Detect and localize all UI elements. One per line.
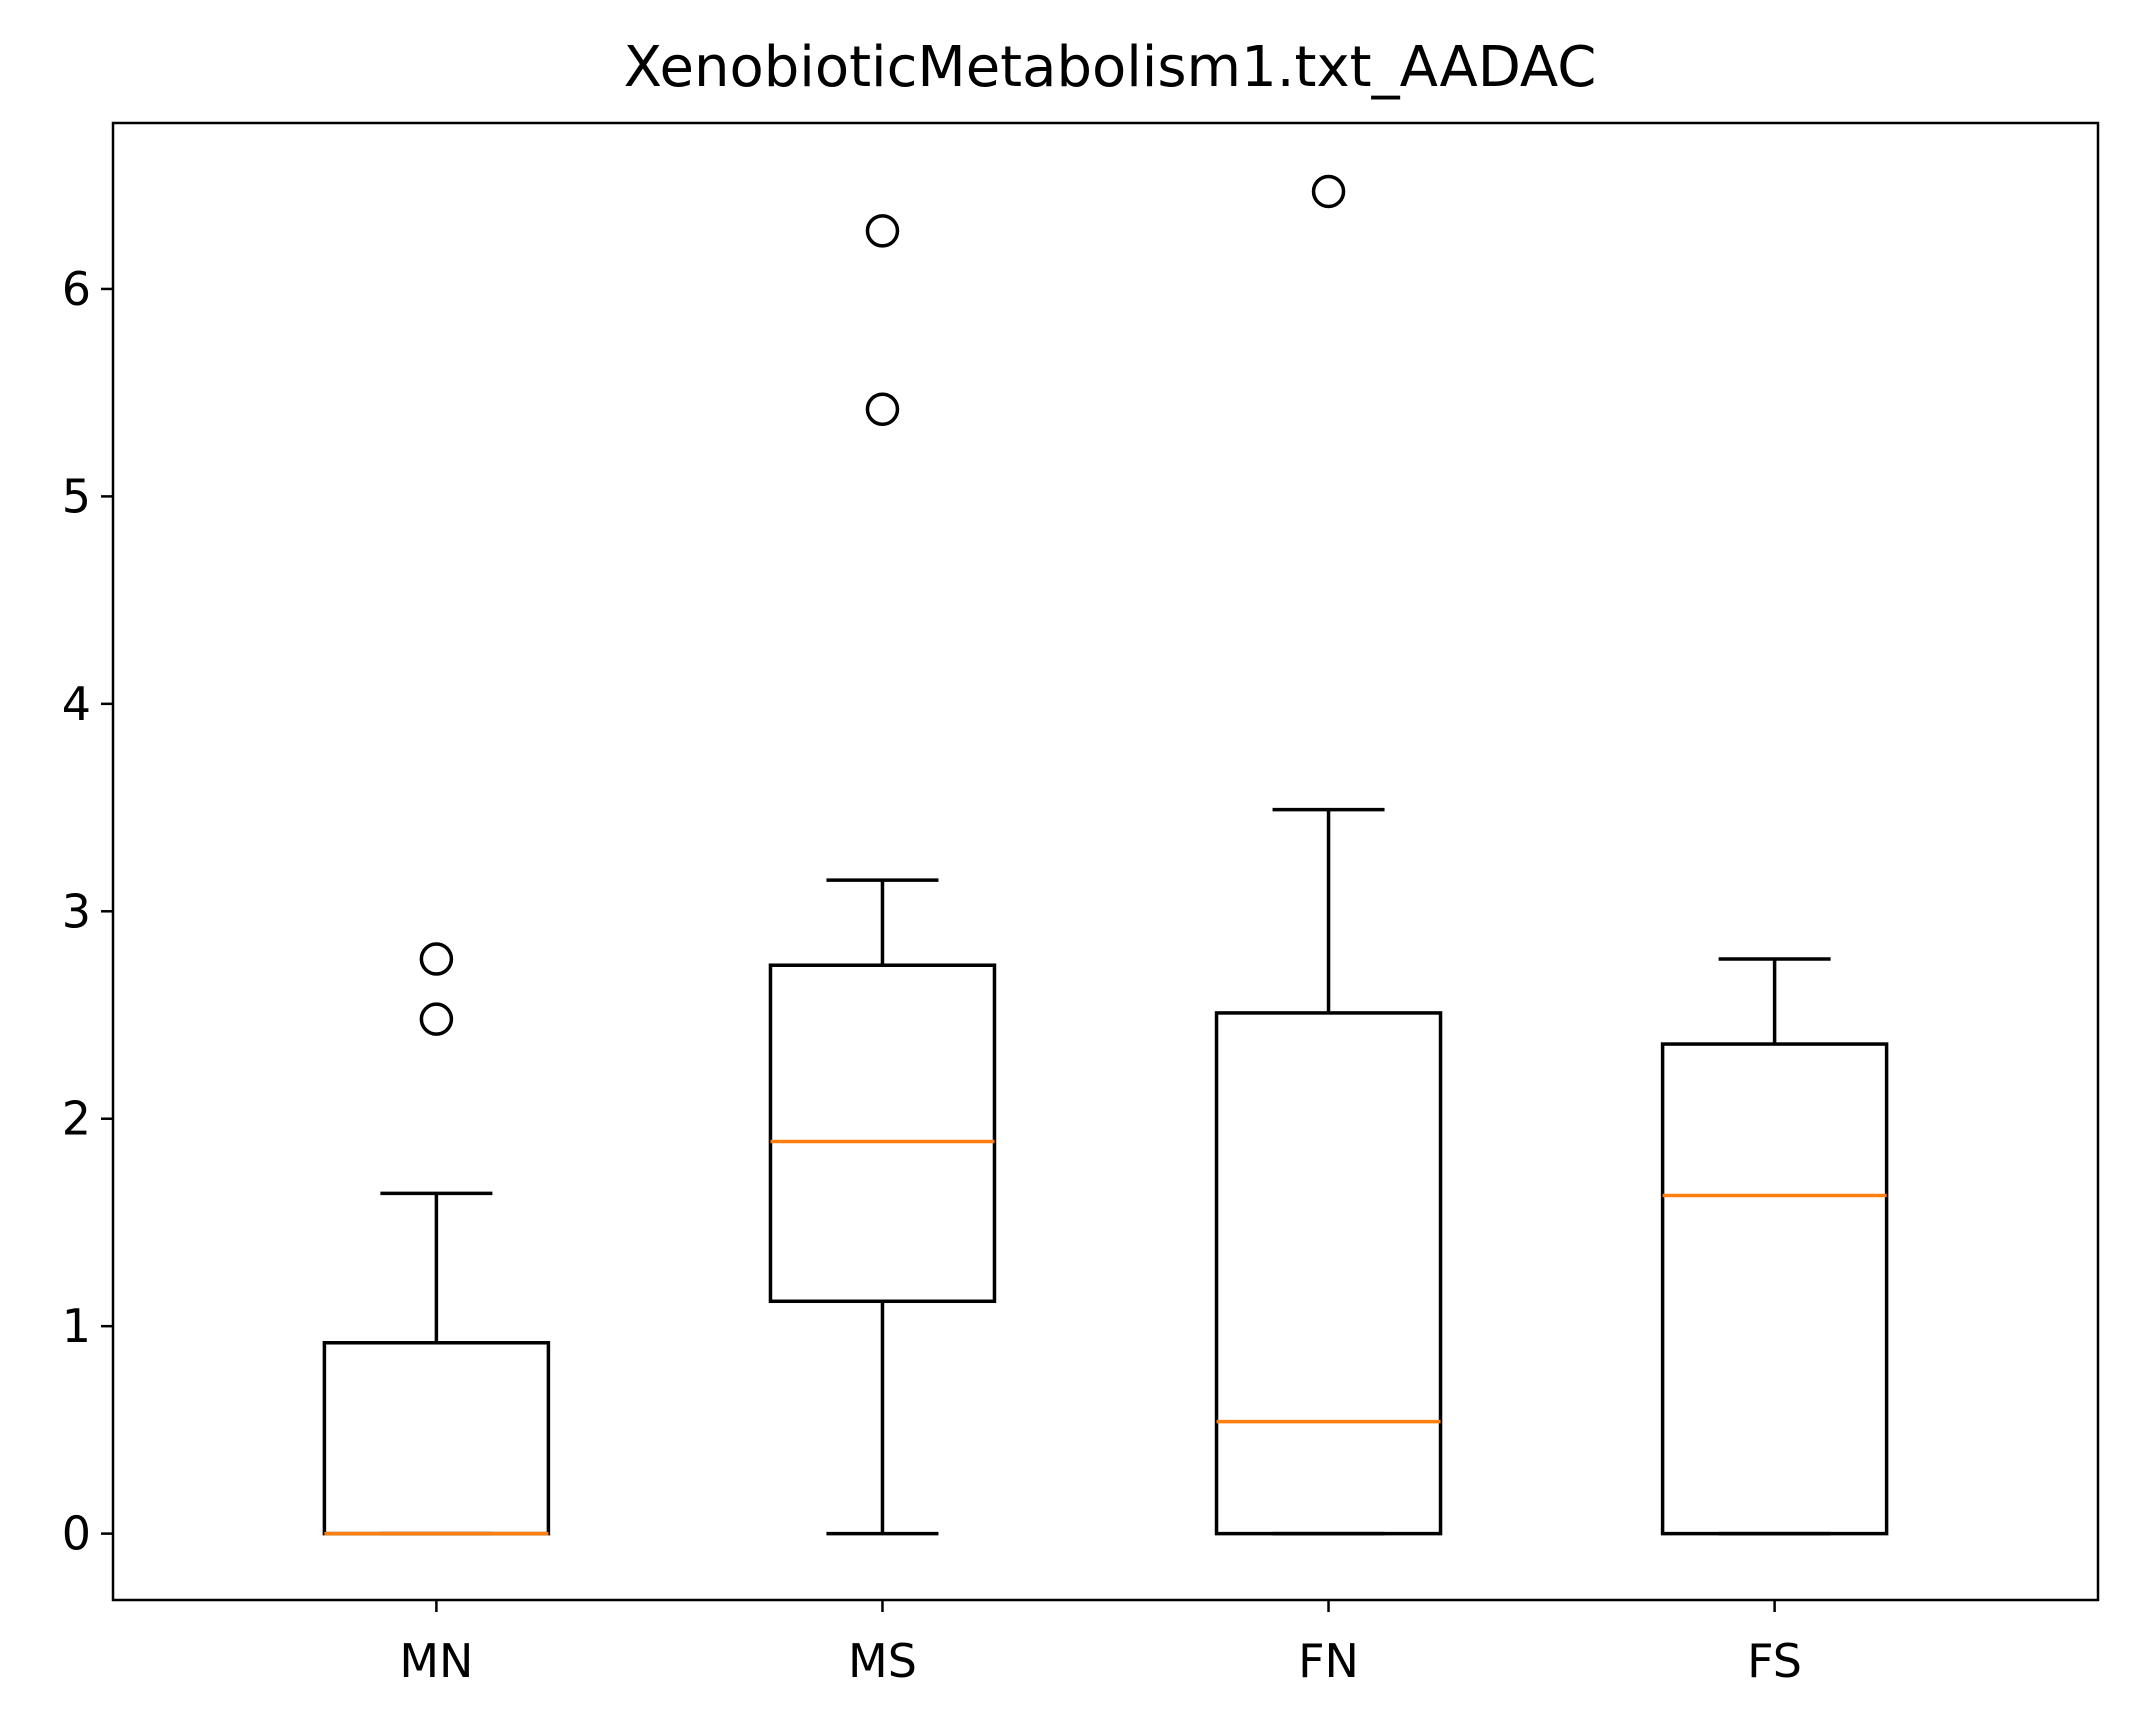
x-tick-label: MS bbox=[848, 1634, 917, 1688]
box-group-fn bbox=[1214, 174, 1443, 1536]
y-tick-label: 2 bbox=[62, 1092, 91, 1146]
y-tick-label: 1 bbox=[62, 1299, 91, 1353]
iqr-box bbox=[1214, 1011, 1443, 1536]
outlier-point bbox=[1311, 174, 1346, 209]
x-tick-label: MN bbox=[399, 1634, 473, 1688]
x-axis: MN MS FN FS bbox=[399, 1600, 1802, 1688]
outlier-point bbox=[865, 392, 900, 427]
iqr-box bbox=[1660, 1042, 1889, 1536]
outlier-point bbox=[419, 942, 454, 976]
chart-title: XenobioticMetabolism1.txt_AADAC bbox=[624, 35, 1597, 100]
outlier-point bbox=[865, 214, 900, 248]
outlier-point bbox=[419, 1002, 454, 1036]
y-tick-label: 0 bbox=[62, 1507, 91, 1561]
x-tick-label: FN bbox=[1298, 1634, 1359, 1688]
box-group-mn bbox=[322, 942, 551, 1536]
box-group-ms bbox=[768, 214, 997, 1536]
x-tick-label: FS bbox=[1747, 1634, 1802, 1688]
axes-frame bbox=[111, 121, 2100, 1602]
iqr-box bbox=[768, 963, 997, 1304]
y-tick-label: 3 bbox=[62, 884, 91, 938]
y-tick-label: 4 bbox=[62, 677, 91, 731]
plot-area bbox=[322, 174, 1889, 1536]
y-tick-label: 6 bbox=[62, 262, 91, 316]
y-tick-label: 5 bbox=[62, 469, 91, 523]
box-group-fs bbox=[1660, 957, 1889, 1536]
y-axis: 0 1 2 3 4 5 6 bbox=[62, 262, 113, 1561]
